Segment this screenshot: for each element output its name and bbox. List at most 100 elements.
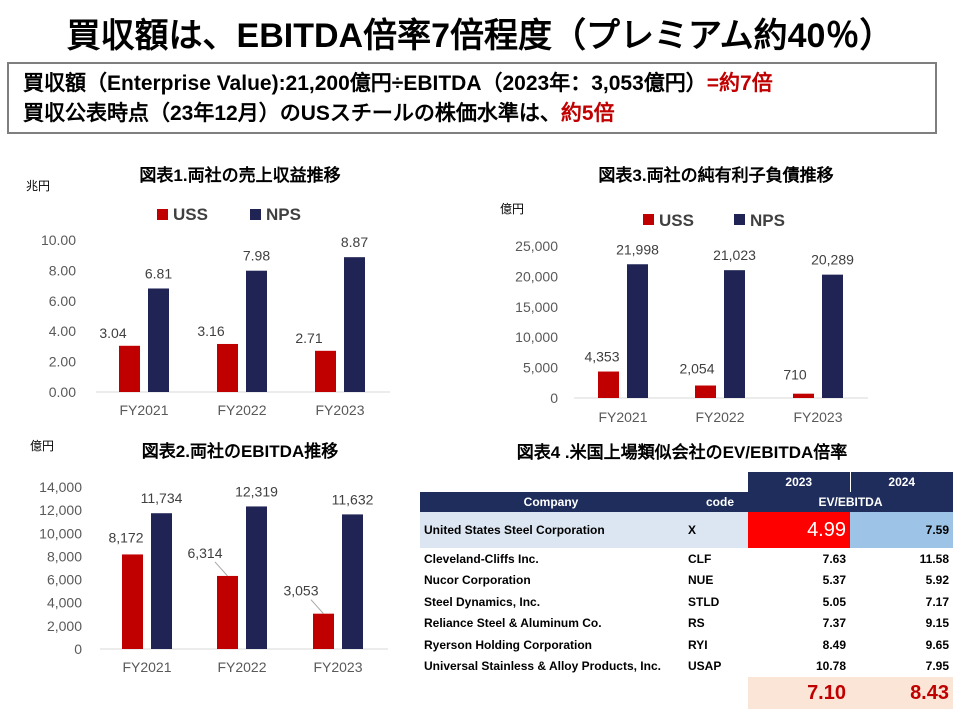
avg-2023-value: 7.10 xyxy=(748,677,850,709)
table-row: Nucor Corporation NUE 5.37 5.92 xyxy=(420,570,953,592)
data-label: 8,172 xyxy=(108,529,143,545)
y-tick-label: 10,000 xyxy=(39,525,82,541)
table-row: Universal Stainless & Alloy Products, In… xyxy=(420,656,953,678)
x-tick-label: FY2023 xyxy=(313,659,362,675)
summary-line-2: 買収公表時点（23年12月）のUSスチールの株価水準は、約5倍 xyxy=(23,99,935,129)
value-2023-cell: 7.37 xyxy=(822,616,846,631)
data-label: 7.98 xyxy=(243,248,270,264)
data-label: 2,054 xyxy=(679,361,714,377)
legend: USS NPS xyxy=(157,205,301,224)
y-tick-label: 2.00 xyxy=(49,354,76,370)
x-tick-label: FY2022 xyxy=(695,409,744,425)
y-tick-label: 0.00 xyxy=(49,384,76,400)
table-row: Reliance Steel & Aluminum Co. RS 7.37 9.15 xyxy=(420,613,953,635)
data-label: 20,289 xyxy=(811,252,854,268)
data-label: 6.81 xyxy=(145,265,172,281)
year-header-row: 2023 2024 xyxy=(420,472,953,492)
chart-title: 図表1.両社の売上収益推移 xyxy=(139,165,340,185)
value-2023-cell: 5.05 xyxy=(822,594,846,609)
value-2024-cell: 7.95 xyxy=(925,659,949,674)
code-cell: X xyxy=(682,512,748,548)
y-tick-label: 25,000 xyxy=(515,238,558,254)
data-label: 3,053 xyxy=(283,583,318,599)
code-cell: NUE xyxy=(688,573,714,588)
uss-2024-value: 7.59 xyxy=(850,512,953,548)
chart-title: 図表2.両社のEBITDA推移 xyxy=(142,441,338,461)
y-tick-label: 8,000 xyxy=(47,548,82,564)
y-tick-label: 6.00 xyxy=(49,293,76,309)
value-2024-cell: 7.17 xyxy=(925,594,949,609)
company-cell: Cleveland-Cliffs Inc. xyxy=(424,551,539,566)
legend-swatch-uss xyxy=(157,209,168,220)
header-code: code xyxy=(682,492,748,512)
bar-nps-fy2021 xyxy=(627,264,648,398)
ev-ebitda-table: 2023 2024 Company code EV/EBITDA United … xyxy=(420,472,953,709)
data-label: 11,734 xyxy=(141,490,183,506)
code-cell: RYI xyxy=(688,637,708,652)
x-tick-label: FY2023 xyxy=(793,409,842,425)
bar-uss-fy2022 xyxy=(217,343,238,392)
bar-uss-fy2021 xyxy=(122,554,143,649)
bar-uss-fy2022 xyxy=(695,385,716,398)
avg-2024-value: 8.43 xyxy=(850,677,953,709)
data-label: 6,314 xyxy=(187,545,222,561)
header-company: Company xyxy=(420,492,682,512)
data-label: 8.87 xyxy=(341,234,368,250)
value-2023-cell: 7.63 xyxy=(822,551,846,566)
legend-swatch-nps xyxy=(250,209,261,220)
chart-ebitda: 図表2.両社のEBITDA推移 億円 0 2,000 4,000 6,000 8,000… xyxy=(30,439,388,675)
data-label: 710 xyxy=(783,367,807,383)
y-tick-label: 20,000 xyxy=(515,268,558,284)
bar-nps-fy2023 xyxy=(342,514,363,649)
bar-nps-fy2021 xyxy=(148,288,169,392)
chart-revenue: 図表1.両社の売上収益推移 兆円 USS NPS 0.00 2.00 4.00 6.0… xyxy=(26,165,390,418)
data-label: 21,023 xyxy=(713,247,756,263)
y-tick-label: 15,000 xyxy=(515,299,558,315)
legend-swatch-uss xyxy=(643,214,654,225)
y-tick-label: 10.00 xyxy=(41,232,76,248)
data-label: 12,319 xyxy=(235,483,278,499)
table-row-uss: United States Steel Corporation X 4.99 7… xyxy=(420,512,953,548)
year-2023: 2023 xyxy=(748,472,851,492)
value-2024-cell: 5.92 xyxy=(925,573,949,588)
company-cell: Ryerson Holding Corporation xyxy=(424,637,592,652)
bar-nps-fy2023 xyxy=(344,257,365,392)
bar-uss-fy2023 xyxy=(793,393,814,398)
page-title: 買収額は、EBITDA倍率7倍程度（プレミアム約40％） xyxy=(66,17,894,55)
chart-net-debt: 図表3.両社の純有利子負債推移 億円 USS NPS 0 5,000 10,000 1… xyxy=(500,165,868,425)
legend-label-nps: NPS xyxy=(750,211,785,230)
y-tick-label: 0 xyxy=(74,641,82,657)
bar-nps-fy2022 xyxy=(246,506,267,649)
data-label: 21,998 xyxy=(616,241,659,257)
leader-line xyxy=(214,561,228,577)
company-cell: Nucor Corporation xyxy=(424,573,531,588)
bar-uss-fy2021 xyxy=(598,371,619,398)
table-title: 図表4 .米国上場類似会社のEV/EBITDA倍率 xyxy=(517,442,848,462)
y-tick-label: 8.00 xyxy=(49,262,76,278)
year-2024: 2024 xyxy=(850,472,953,492)
summary-line-1: 買収額（Enterprise Value):21,200億円÷EBITDA（20… xyxy=(23,69,935,99)
code-cell: STLD xyxy=(688,594,720,609)
x-tick-label: FY2021 xyxy=(119,402,168,418)
table-row: Ryerson Holding Corporation RYI 8.49 9.65 xyxy=(420,634,953,656)
bar-nps-fy2022 xyxy=(724,270,745,398)
x-tick-label: FY2022 xyxy=(217,659,266,675)
y-tick-label: 12,000 xyxy=(39,502,82,518)
bar-nps-fy2022 xyxy=(246,270,267,392)
legend-label-uss: USS xyxy=(173,205,208,224)
bar-uss-fy2021 xyxy=(119,345,140,392)
table-row-average: 7.10 8.43 xyxy=(420,677,953,709)
company-cell: United States Steel Corporation xyxy=(420,512,682,548)
bar-nps-fy2021 xyxy=(151,513,172,649)
data-label: 2.71 xyxy=(295,330,322,346)
value-2023-cell: 8.49 xyxy=(822,637,846,652)
leader-line xyxy=(310,599,324,615)
code-cell: USAP xyxy=(688,659,722,674)
x-tick-label: FY2021 xyxy=(598,409,647,425)
code-cell: CLF xyxy=(688,551,712,566)
code-cell: RS xyxy=(688,616,705,631)
column-header-row: Company code EV/EBITDA xyxy=(420,492,953,512)
value-2024-cell: 11.58 xyxy=(919,551,949,566)
value-2024-cell: 9.15 xyxy=(925,616,949,631)
x-tick-label: FY2023 xyxy=(315,402,364,418)
